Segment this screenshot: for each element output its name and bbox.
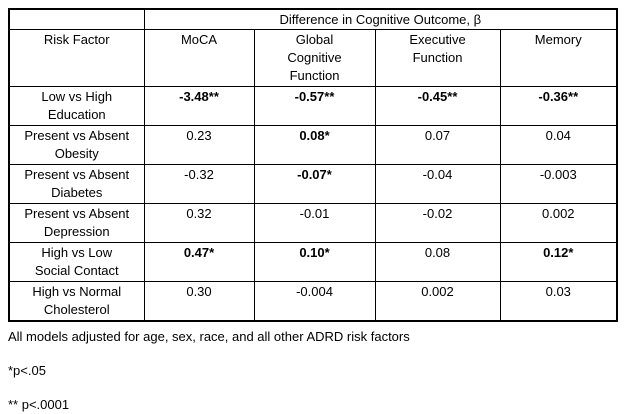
corner-cell [8, 8, 145, 30]
value-cell: 0.10* [253, 242, 376, 282]
table-row-education: Low vs High Education -3.48** -0.57** -0… [8, 86, 618, 126]
value-cell: -0.32 [143, 164, 255, 204]
value-cell: 0.23 [143, 125, 255, 165]
value-cell: -0.02 [374, 203, 501, 243]
table-row-depression: Present vs Absent Depression 0.32 -0.01 … [8, 203, 618, 243]
table-row-cholesterol: High vs Normal Cholesterol 0.30 -0.004 0… [8, 281, 618, 322]
value-cell: 0.08 [374, 242, 501, 282]
column-header-memory: Memory [499, 29, 618, 87]
results-table: Difference in Cognitive Outcome, β Risk … [8, 8, 619, 322]
table-span-header: Difference in Cognitive Outcome, β [143, 8, 618, 30]
column-header-row: Risk Factor MoCA Global Cognitive Functi… [8, 29, 618, 87]
value-cell: 0.30 [143, 281, 255, 322]
value-cell: -0.003 [499, 164, 618, 204]
table-row-diabetes: Present vs Absent Diabetes -0.32 -0.07* … [8, 164, 618, 204]
risk-factor-cell: High vs Normal Cholesterol [8, 281, 145, 322]
value-cell: 0.32 [143, 203, 255, 243]
value-cell: -0.57** [253, 86, 376, 126]
risk-factor-cell: Present vs Absent Diabetes [8, 164, 145, 204]
risk-factor-cell: Present vs Absent Depression [8, 203, 145, 243]
footnote-p05: *p<.05 [8, 363, 46, 378]
value-cell: 0.12* [499, 242, 618, 282]
value-cell: -0.01 [253, 203, 376, 243]
table-row-social-contact: High vs Low Social Contact 0.47* 0.10* 0… [8, 242, 618, 282]
value-cell: -0.36** [499, 86, 618, 126]
table-row-obesity: Present vs Absent Obesity 0.23 0.08* 0.0… [8, 125, 618, 165]
value-cell: -0.004 [253, 281, 376, 322]
column-header-risk-factor: Risk Factor [8, 29, 145, 87]
value-cell: 0.002 [499, 203, 618, 243]
risk-factor-cell: Low vs High Education [8, 86, 145, 126]
value-cell: 0.03 [499, 281, 618, 322]
value-cell: -0.45** [374, 86, 501, 126]
value-cell: 0.47* [143, 242, 255, 282]
value-cell: 0.002 [374, 281, 501, 322]
span-header-row: Difference in Cognitive Outcome, β [8, 8, 618, 30]
value-cell: 0.07 [374, 125, 501, 165]
risk-factor-cell: High vs Low Social Contact [8, 242, 145, 282]
value-cell: 0.08* [253, 125, 376, 165]
value-cell: -0.04 [374, 164, 501, 204]
risk-factor-cell: Present vs Absent Obesity [8, 125, 145, 165]
column-header-executive-function: Executive Function [374, 29, 501, 87]
value-cell: 0.04 [499, 125, 618, 165]
column-header-moca: MoCA [143, 29, 255, 87]
column-header-global-cognitive-function: Global Cognitive Function [253, 29, 376, 87]
value-cell: -3.48** [143, 86, 255, 126]
value-cell: -0.07* [253, 164, 376, 204]
footnote-adjustment: All models adjusted for age, sex, race, … [8, 329, 410, 344]
footnote-p0001: ** p<.0001 [8, 397, 70, 412]
